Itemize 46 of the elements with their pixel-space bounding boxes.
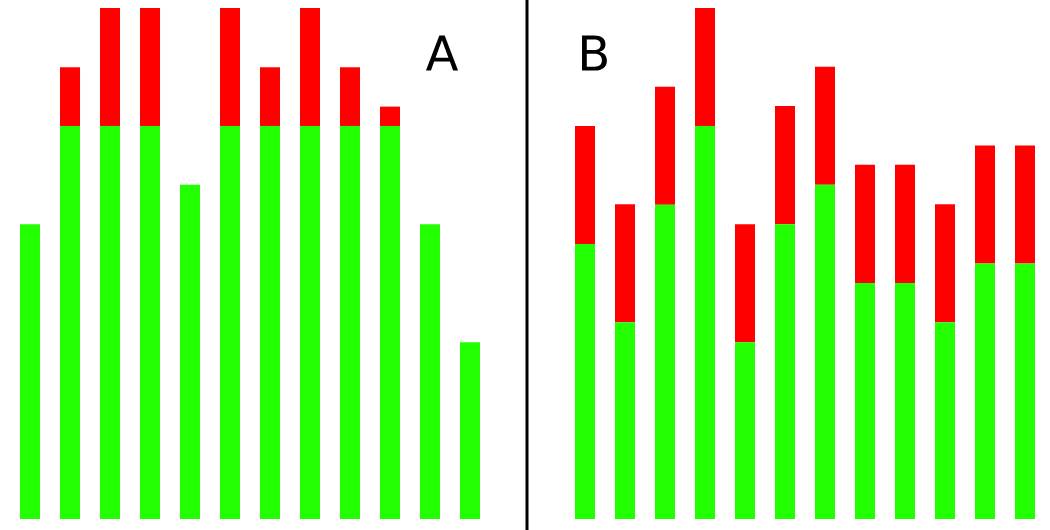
bar [60,126,81,519]
bar [20,224,41,519]
bar [260,67,281,127]
bar [1014,263,1035,519]
bar [60,67,81,127]
bar [735,342,755,519]
bar [575,244,595,519]
bar [655,204,675,519]
bar [895,164,915,283]
bar [220,7,241,127]
bar [735,224,755,343]
bar [300,126,321,519]
bar [460,342,481,519]
bar [695,7,715,127]
chart-title: B [582,35,607,71]
bar [695,126,715,519]
bar [1014,145,1035,264]
bar [895,282,915,519]
bar [420,224,441,519]
bar [615,322,635,519]
bar [180,184,201,519]
chart-title: A [425,35,459,71]
bar [935,322,955,519]
bar [615,204,635,323]
bar [775,106,795,225]
bar [100,7,121,127]
bar [975,145,995,264]
bar [815,66,835,185]
bar [975,263,995,519]
bar [855,164,875,283]
bar [220,126,241,519]
bar [340,67,361,127]
bar [100,126,121,519]
bar [935,204,955,323]
bar [260,126,281,519]
bar [300,7,321,127]
bar [775,224,795,519]
bar [340,126,361,519]
bar [380,106,401,127]
bar [855,282,875,519]
bar [575,126,595,245]
bar [815,184,835,519]
bar [140,7,161,127]
bar [655,86,675,205]
bar [140,126,161,519]
bar [380,126,401,519]
